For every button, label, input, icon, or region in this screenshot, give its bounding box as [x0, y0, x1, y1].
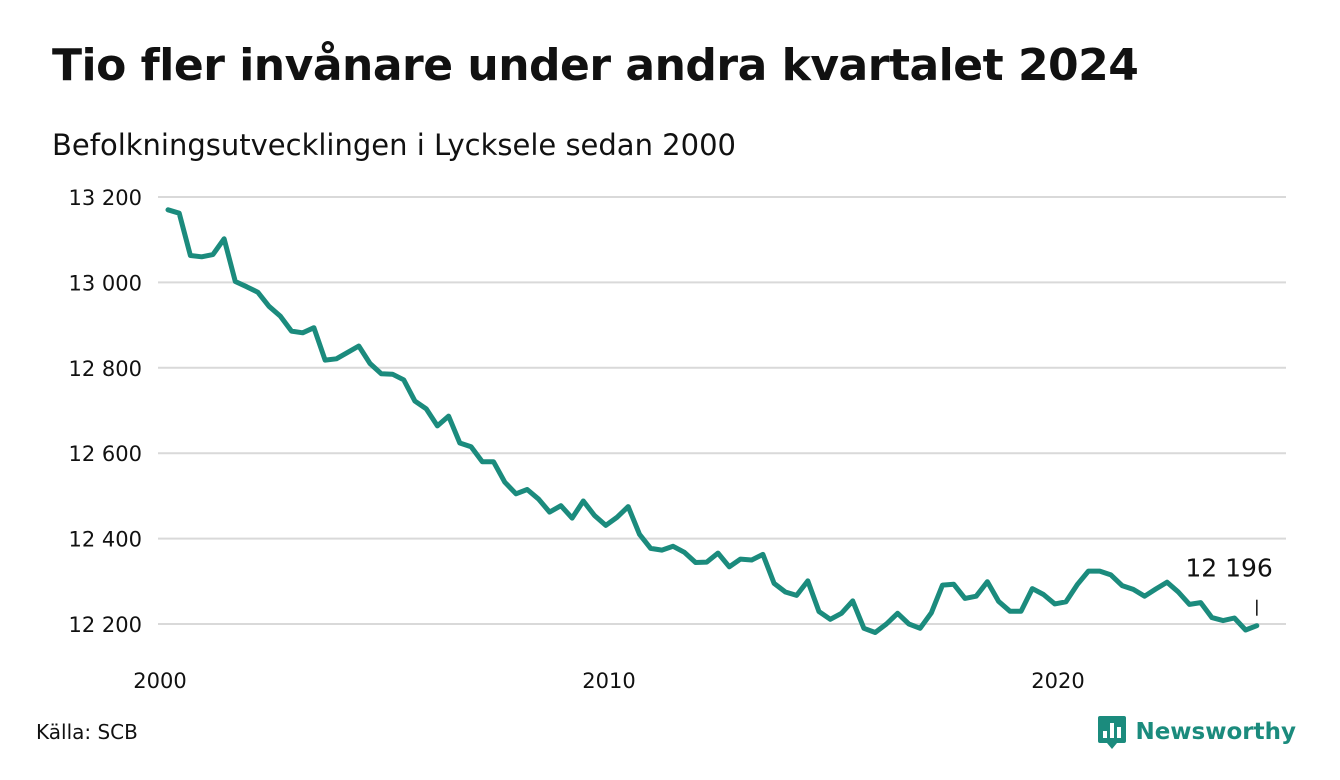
- y-tick-label: 12 400: [69, 528, 142, 552]
- source-note: Källa: SCB: [36, 720, 138, 744]
- y-tick-label: 12 200: [69, 613, 142, 637]
- y-tick-label: 12 600: [69, 442, 142, 466]
- y-axis-tick-labels: 13 200 13 000 12 800 12 600 12 400 12 200: [69, 186, 142, 637]
- x-tick-label: 2000: [133, 669, 186, 693]
- chart-title: Tio fler invånare under andra kvartalet …: [52, 40, 1139, 91]
- x-tick-label: 2020: [1031, 669, 1084, 693]
- y-tick-label: 13 200: [69, 186, 142, 210]
- brand-name: Newsworthy: [1135, 719, 1296, 745]
- newsworthy-logo-icon: [1098, 716, 1127, 749]
- x-tick-label: 2010: [582, 669, 635, 693]
- annotation-label: 12 196: [1185, 554, 1272, 583]
- y-tick-label: 12 800: [69, 357, 142, 381]
- x-axis-tick-labels: 2000 2010 2020: [133, 669, 1084, 693]
- chart-subtitle: Befolkningsutvecklingen i Lycksele sedan…: [52, 128, 736, 162]
- gridlines: [158, 196, 1286, 625]
- series-layer: [165, 207, 1260, 635]
- series-line: [165, 207, 1260, 635]
- annotation-layer: 12 196: [1185, 554, 1273, 616]
- brand-logo: Newsworthy: [1097, 713, 1296, 751]
- y-tick-label: 13 000: [69, 271, 142, 295]
